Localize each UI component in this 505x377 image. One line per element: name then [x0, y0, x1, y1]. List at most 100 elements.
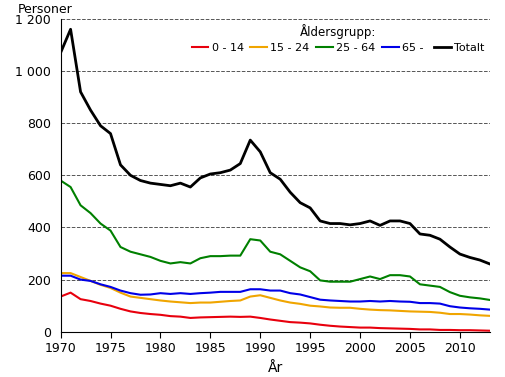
- Totalt: [167, 184, 173, 188]
- 25 - 64: [147, 254, 154, 259]
- 25 - 64: [267, 250, 273, 254]
- 25 - 64: [377, 277, 383, 281]
- 15 - 24: [208, 300, 214, 305]
- Totalt: [227, 168, 233, 172]
- Totalt: [87, 108, 93, 112]
- 0 - 14: [158, 313, 164, 317]
- 65 - : [287, 291, 293, 296]
- 65 - : [297, 292, 303, 297]
- 65 - : [247, 287, 254, 291]
- Totalt: [237, 161, 243, 166]
- 65 - : [177, 291, 183, 296]
- 0 - 14: [247, 314, 254, 319]
- 15 - 24: [267, 296, 273, 300]
- 15 - 24: [217, 299, 223, 304]
- 15 - 24: [58, 271, 64, 275]
- Line: 15 - 24: 15 - 24: [61, 273, 490, 316]
- Line: 25 - 64: 25 - 64: [61, 181, 490, 300]
- 65 - : [147, 292, 154, 297]
- 0 - 14: [137, 311, 143, 315]
- 0 - 14: [187, 316, 193, 320]
- 15 - 24: [467, 312, 473, 317]
- 15 - 24: [447, 312, 453, 316]
- 0 - 14: [267, 317, 273, 322]
- 0 - 14: [87, 299, 93, 303]
- 15 - 24: [127, 294, 133, 299]
- Totalt: [58, 51, 64, 55]
- Totalt: [197, 176, 204, 180]
- 25 - 64: [477, 296, 483, 300]
- 0 - 14: [217, 315, 223, 319]
- 0 - 14: [407, 326, 413, 331]
- 65 - : [237, 290, 243, 294]
- 15 - 24: [247, 294, 254, 299]
- Text: Personer: Personer: [18, 3, 72, 16]
- 25 - 64: [347, 279, 353, 284]
- Totalt: [158, 182, 164, 187]
- 0 - 14: [417, 327, 423, 332]
- 65 - : [187, 292, 193, 296]
- 15 - 24: [277, 298, 283, 303]
- 15 - 24: [197, 300, 204, 305]
- Totalt: [387, 219, 393, 223]
- 15 - 24: [477, 313, 483, 317]
- 0 - 14: [467, 328, 473, 333]
- 0 - 14: [307, 321, 313, 326]
- 65 - : [387, 299, 393, 303]
- Totalt: [177, 181, 183, 185]
- 0 - 14: [397, 326, 403, 331]
- 65 - : [87, 279, 93, 283]
- 0 - 14: [457, 328, 463, 333]
- 0 - 14: [147, 312, 154, 316]
- 25 - 64: [108, 228, 114, 233]
- 15 - 24: [367, 307, 373, 312]
- 15 - 24: [487, 314, 493, 318]
- 65 - : [97, 282, 104, 287]
- 65 - : [327, 298, 333, 303]
- 25 - 64: [487, 298, 493, 302]
- 15 - 24: [108, 286, 114, 290]
- 25 - 64: [208, 254, 214, 258]
- 65 - : [347, 299, 353, 304]
- Totalt: [108, 131, 114, 136]
- 25 - 64: [307, 269, 313, 274]
- 65 - : [437, 301, 443, 306]
- 15 - 24: [227, 299, 233, 303]
- 0 - 14: [197, 315, 204, 320]
- 65 - : [267, 288, 273, 293]
- 65 - : [397, 299, 403, 304]
- 25 - 64: [78, 203, 84, 208]
- 25 - 64: [317, 278, 323, 283]
- 15 - 24: [427, 310, 433, 314]
- 15 - 24: [457, 312, 463, 316]
- 0 - 14: [447, 328, 453, 332]
- 15 - 24: [158, 298, 164, 303]
- 0 - 14: [257, 316, 263, 320]
- 0 - 14: [118, 307, 124, 311]
- 15 - 24: [397, 309, 403, 313]
- 15 - 24: [257, 293, 263, 297]
- 15 - 24: [317, 304, 323, 309]
- 15 - 24: [287, 300, 293, 305]
- 25 - 64: [247, 237, 254, 241]
- Totalt: [417, 232, 423, 236]
- 0 - 14: [58, 294, 64, 299]
- 15 - 24: [437, 311, 443, 315]
- 65 - : [227, 290, 233, 294]
- Totalt: [447, 245, 453, 249]
- 15 - 24: [78, 275, 84, 279]
- Totalt: [118, 162, 124, 167]
- 0 - 14: [377, 326, 383, 330]
- Totalt: [427, 233, 433, 238]
- Totalt: [377, 223, 383, 228]
- Totalt: [357, 221, 363, 226]
- 65 - : [68, 273, 74, 278]
- 65 - : [477, 307, 483, 311]
- 15 - 24: [407, 309, 413, 314]
- 25 - 64: [457, 294, 463, 298]
- 25 - 64: [227, 253, 233, 258]
- Totalt: [487, 262, 493, 266]
- 0 - 14: [367, 325, 373, 330]
- 25 - 64: [297, 265, 303, 270]
- 65 - : [417, 301, 423, 305]
